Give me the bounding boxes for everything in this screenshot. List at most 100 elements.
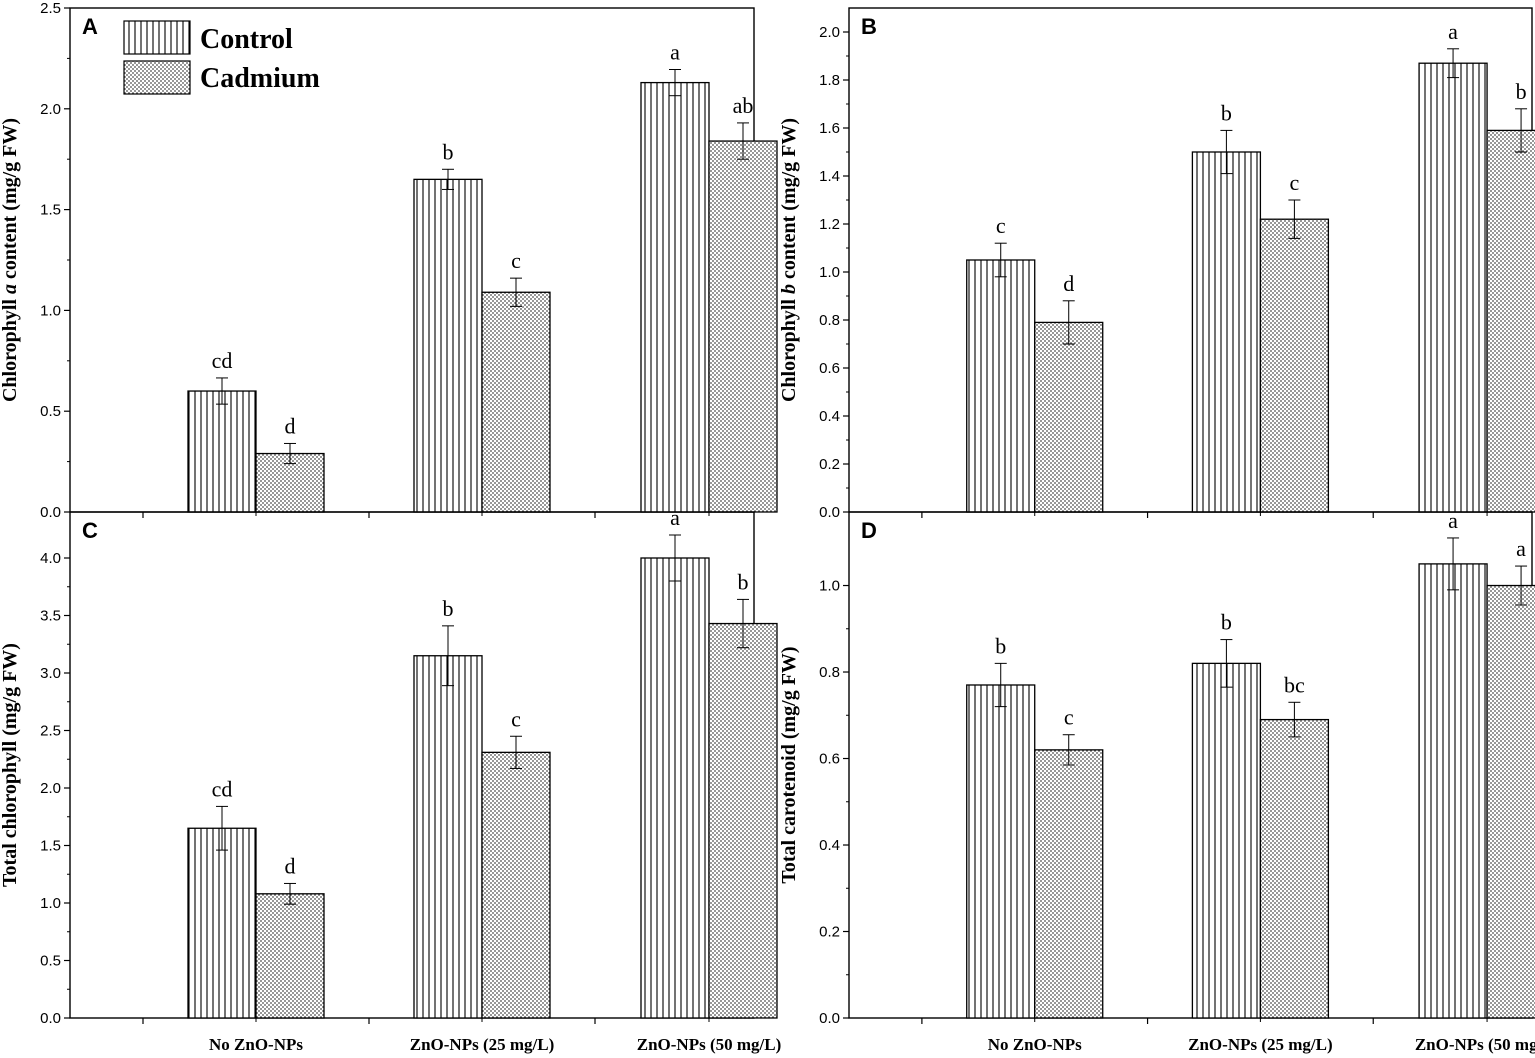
y-tick-label-d: 0.8 [819, 664, 840, 681]
y-tick-label-d: 0.4 [819, 837, 840, 854]
y-tick-label-b: 1.0 [819, 264, 840, 281]
significance-label-d: bc [1284, 672, 1305, 697]
panel-letter-d: D [861, 518, 877, 543]
panel-letter-c: C [82, 518, 98, 543]
category-label-c: ZnO-NPs (25 mg/L) [410, 1035, 555, 1054]
bar-control-b [1191, 151, 1262, 513]
y-tick-label-b: 0.8 [819, 312, 840, 329]
y-tick-label-b: 0.0 [819, 504, 840, 521]
significance-label-d: b [1221, 610, 1232, 635]
significance-label-a: c [511, 248, 521, 273]
legend-label-control: Control [200, 24, 293, 55]
y-tick-label-c: 2.0 [40, 780, 61, 797]
significance-label-a: d [285, 413, 296, 438]
y-tick-label-a: 1.5 [40, 202, 61, 219]
bar-control-b [1418, 62, 1488, 513]
y-tick-label-d: 0.2 [819, 924, 840, 941]
significance-label-d: c [1064, 705, 1074, 730]
significance-label-b: b [1221, 100, 1232, 125]
bar-cadmium-b [1259, 218, 1330, 513]
significance-label-a: b [443, 139, 454, 164]
y-tick-label-c: 0.5 [40, 953, 61, 970]
category-label-d: ZnO-NPs (25 mg/L) [1188, 1035, 1333, 1054]
legend-swatch-control [123, 20, 191, 55]
significance-label-c: d [285, 853, 296, 878]
significance-label-b: c [996, 213, 1006, 238]
bar-cadmium-d [1486, 584, 1535, 1019]
panel-b: 0.0 0.2 0.4 0.6 0.8 1.0 1.2 1.4 1.6 1.8 2.0 c b a d c b C… [778, 7, 1535, 521]
panel-letter-b: B [861, 14, 877, 39]
significance-label-b: c [1290, 170, 1300, 195]
legend-label-cadmium: Cadmium [200, 63, 320, 94]
bar-cadmium-c [255, 893, 325, 1019]
significance-label-a: ab [733, 93, 754, 118]
y-tick-label-b: 0.6 [819, 360, 840, 377]
y-tick-label-c: 0.0 [40, 1010, 61, 1027]
y-tick-label-d: 0.6 [819, 751, 840, 768]
bar-cadmium-a [481, 291, 551, 513]
y-axis-title-a: Chlorophyll a content (mg/g FW) [0, 118, 21, 402]
category-label-c: ZnO-NPs (50 mg/L) [637, 1035, 782, 1054]
y-tick-label-b: 1.6 [819, 120, 840, 137]
y-tick-label-c: 2.5 [40, 723, 61, 740]
category-label-c: No ZnO-NPs [209, 1035, 303, 1054]
y-tick-label-b: 0.4 [819, 408, 840, 425]
bar-cadmium-a [708, 140, 778, 513]
y-tick-label-d: 1.0 [819, 578, 840, 595]
bar-control-c [187, 827, 257, 1019]
y-tick-label-c: 1.0 [40, 895, 61, 912]
y-tick-label-a: 1.0 [40, 302, 61, 319]
panel-a: 0.0 0.5 1.0 1.5 2.0 2.5 cd b a d c ab Chlorophyll a … [0, 0, 778, 521]
bar-control-a [413, 178, 483, 513]
bar-cadmium-c [481, 751, 551, 1019]
category-label-d: No ZnO-NPs [988, 1035, 1082, 1054]
panel-c: 0.0 0.5 1.0 1.5 2.0 2.5 3.0 3.5 4.0 cd b a d c b No ZnO… [0, 505, 781, 1054]
significance-label-d: a [1516, 536, 1526, 561]
y-tick-label-c: 3.5 [40, 608, 61, 625]
significance-label-c: b [443, 596, 454, 621]
y-tick-label-b: 1.2 [819, 216, 840, 233]
y-tick-label-b: 1.8 [819, 72, 840, 89]
bar-control-c [640, 557, 710, 1019]
significance-label-b: b [1516, 79, 1527, 104]
y-tick-label-a: 0.5 [40, 403, 61, 420]
bar-cadmium-b [1486, 129, 1535, 513]
significance-label-c: a [670, 505, 680, 530]
y-tick-label-a: 2.5 [40, 0, 61, 17]
bar-control-c [413, 655, 483, 1019]
y-axis-title-d: Total carotenoid (mg/g FW) [778, 646, 800, 883]
y-tick-label-c: 3.0 [40, 665, 61, 682]
significance-label-b: d [1063, 271, 1074, 296]
significance-label-c: cd [212, 776, 233, 801]
y-tick-label-d: 0.0 [819, 1010, 840, 1027]
bar-cadmium-d [1259, 718, 1330, 1019]
y-axis-title-c: Total chlorophyll (mg/g FW) [0, 643, 21, 887]
significance-label-d: b [995, 633, 1006, 658]
y-tick-label-a: 2.0 [40, 101, 61, 118]
legend-swatch-cadmium [123, 60, 191, 95]
y-tick-label-a: 0.0 [40, 504, 61, 521]
significance-label-c: b [738, 569, 749, 594]
category-label-d: ZnO-NPs (50 mg/L) [1415, 1035, 1535, 1054]
bar-cadmium-d [1034, 749, 1104, 1019]
bar-cadmium-c [708, 622, 778, 1019]
significance-label-c: c [511, 706, 521, 731]
bar-control-d [1418, 563, 1488, 1019]
bar-control-a [187, 390, 257, 513]
y-tick-label-c: 4.0 [40, 550, 61, 567]
panel-d: 0.0 0.2 0.4 0.6 0.8 1.0 b b a c bc a No ZnO-NPs ZnO-N… [778, 508, 1535, 1054]
bar-control-d [1191, 662, 1262, 1019]
bar-control-a [640, 81, 710, 513]
significance-label-b: a [1448, 19, 1458, 44]
significance-label-a: cd [212, 348, 233, 373]
significance-label-a: a [670, 39, 680, 64]
panel-letter-a: A [82, 14, 98, 39]
bar-control-d [966, 684, 1036, 1019]
y-tick-label-c: 1.5 [40, 838, 61, 855]
bar-control-b [966, 259, 1036, 513]
significance-label-d: a [1448, 508, 1458, 533]
y-axis-title-b: Chlorophyll b content (mg/g FW) [778, 118, 800, 402]
legend: Control Cadmium [123, 20, 320, 95]
bar-cadmium-b [1034, 321, 1104, 513]
